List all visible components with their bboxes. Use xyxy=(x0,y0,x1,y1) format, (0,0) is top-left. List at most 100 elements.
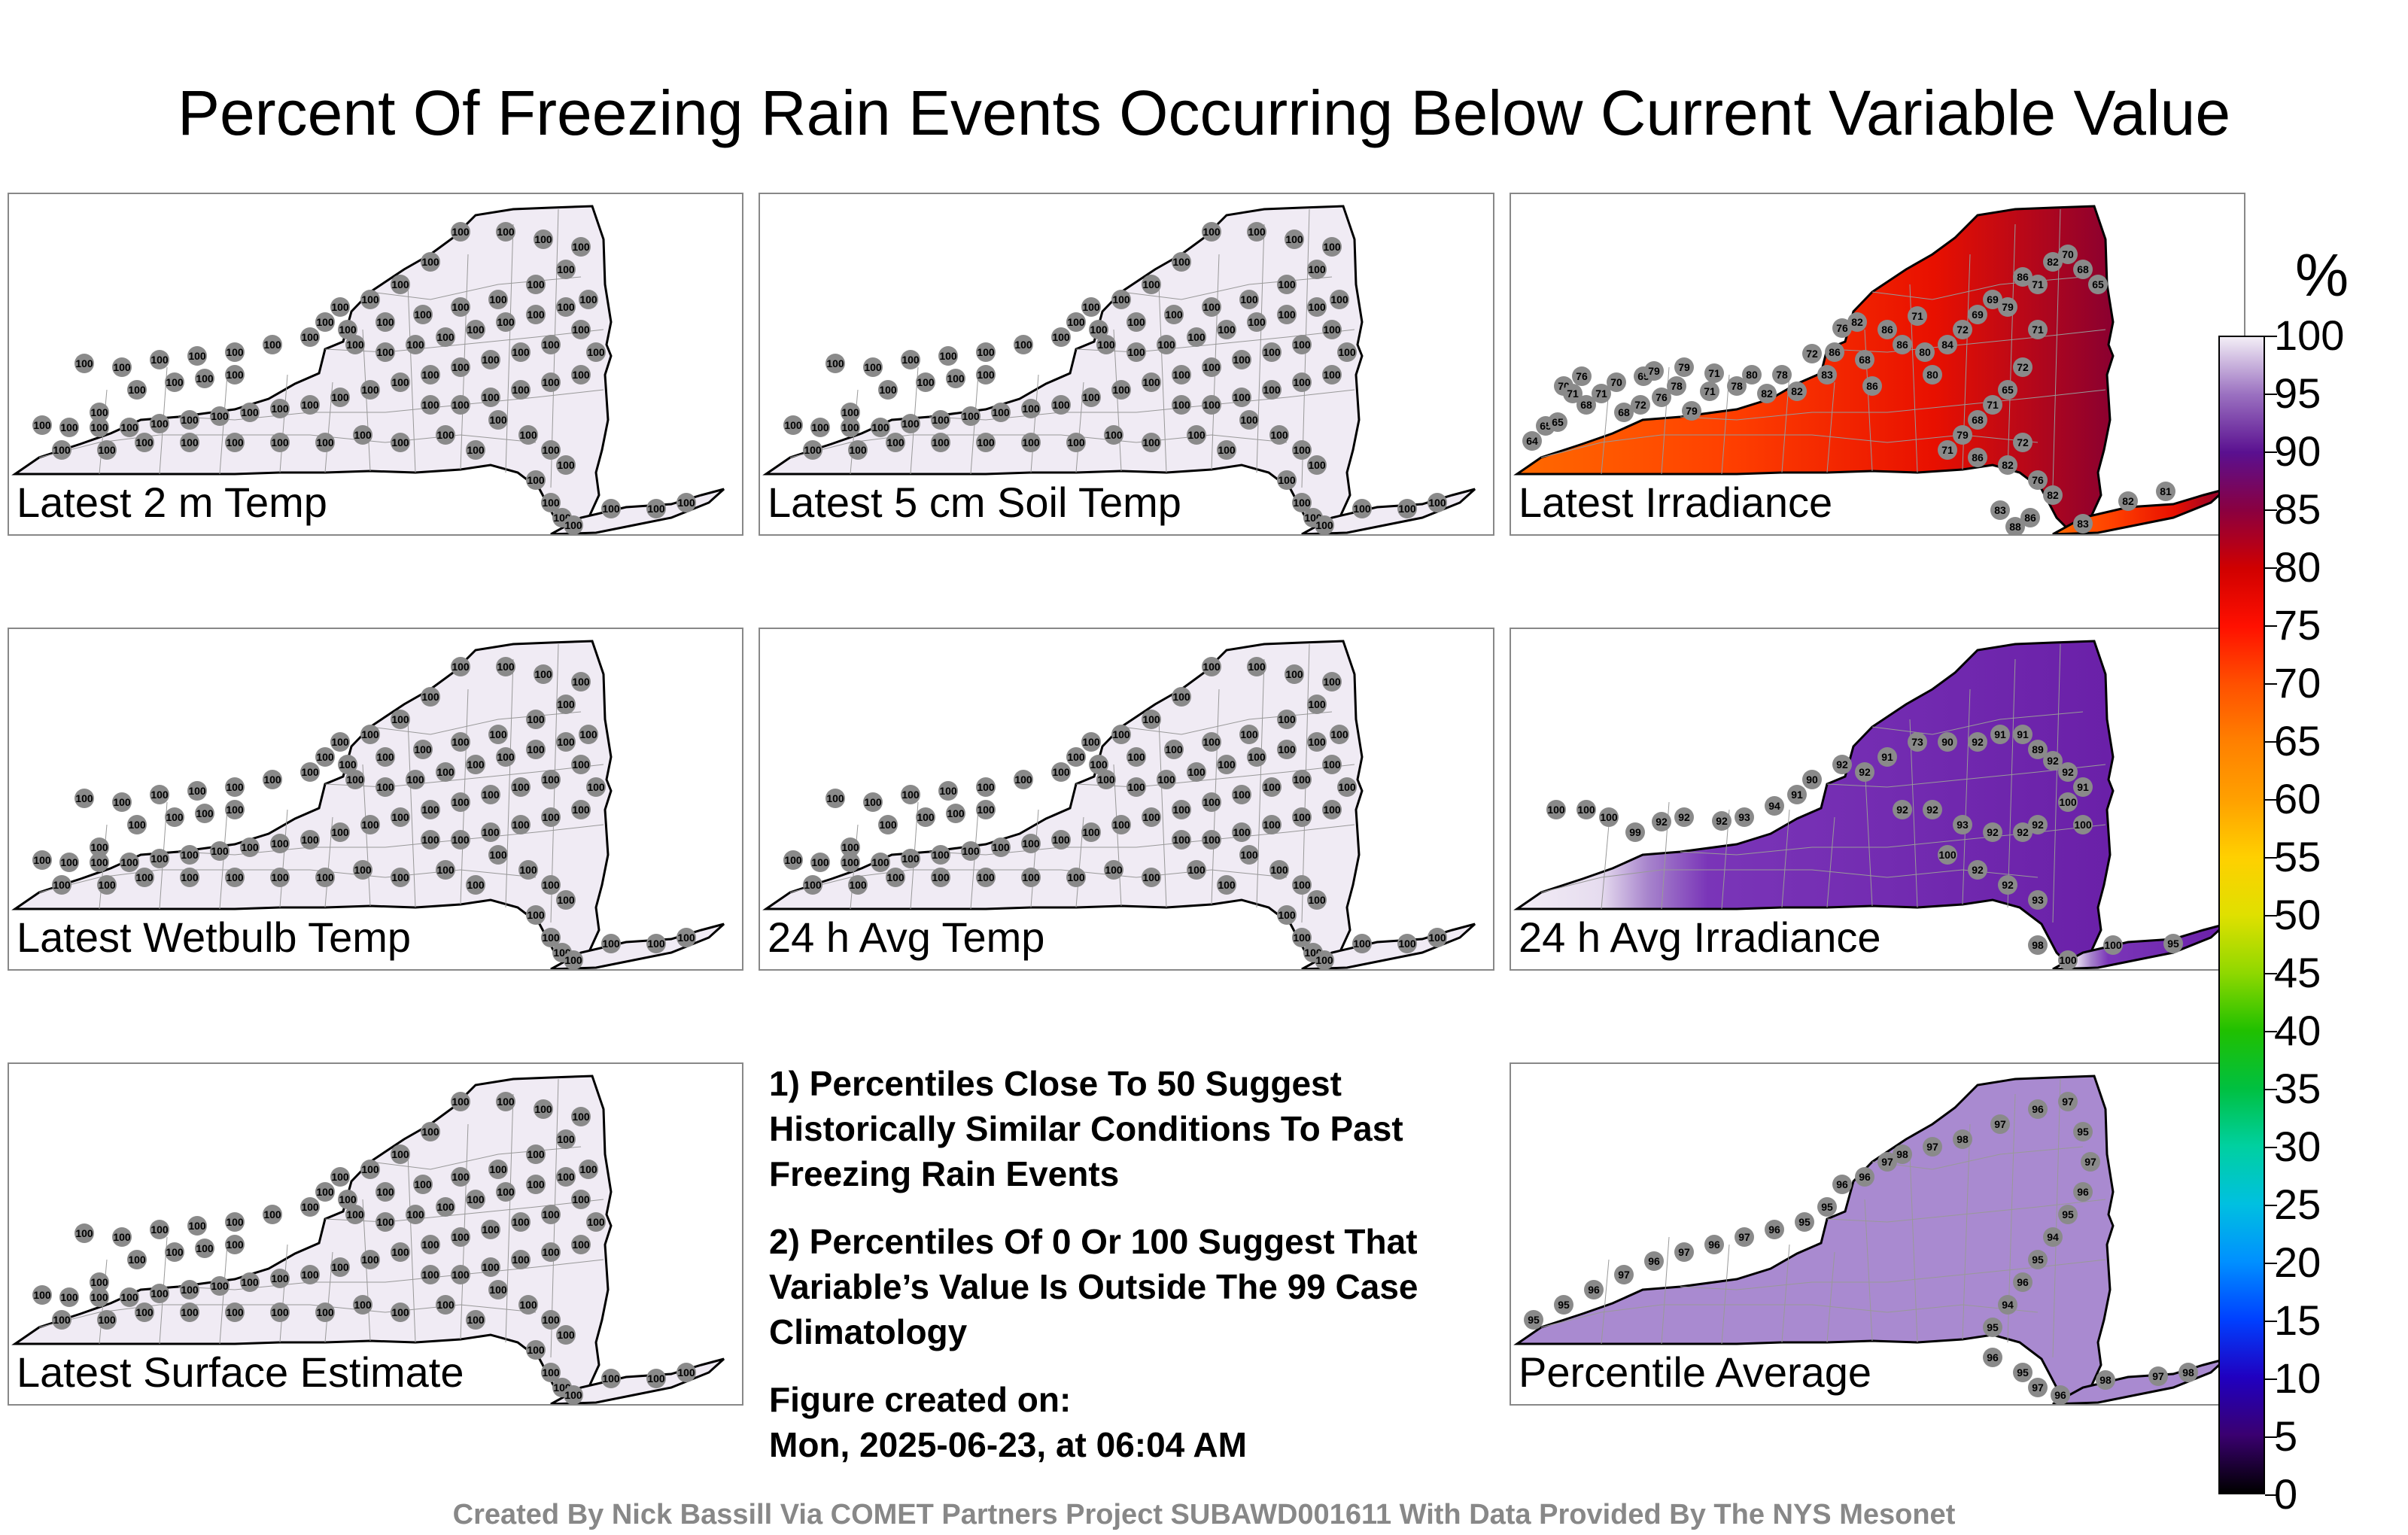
station-dot xyxy=(541,440,561,460)
station-value: 100 xyxy=(135,871,154,883)
station-dot xyxy=(534,664,553,684)
station-dot xyxy=(1983,822,2002,842)
station-dot xyxy=(541,807,561,827)
station-marker: 100 xyxy=(375,342,395,362)
station-marker: 100 xyxy=(1217,875,1236,895)
station-marker: 100 xyxy=(571,1107,591,1126)
station-marker: 100 xyxy=(1172,252,1191,272)
station-dot xyxy=(541,335,561,354)
station-marker: 71 xyxy=(1908,306,1927,326)
station-dot xyxy=(1172,395,1191,415)
station-dot xyxy=(120,1287,139,1307)
station-dot xyxy=(1893,335,1912,354)
station-value: 100 xyxy=(128,819,146,831)
station-value: 96 xyxy=(1859,1171,1871,1183)
county-boundary xyxy=(1113,764,1122,907)
colorbar-tick-mark xyxy=(2265,451,2277,453)
colorbar-tick-label: 35 xyxy=(2274,1065,2321,1112)
station-value: 91 xyxy=(2017,728,2029,740)
station-marker: 100 xyxy=(187,781,207,801)
station-marker: 100 xyxy=(886,868,905,887)
station-value: 100 xyxy=(98,444,116,456)
station-value: 100 xyxy=(677,1366,695,1378)
station-dot xyxy=(451,792,470,812)
station-value: 92 xyxy=(2017,826,2029,838)
station-marker: 78 xyxy=(1772,365,1792,385)
station-marker: 90 xyxy=(1938,732,1957,752)
station-dot xyxy=(187,781,207,801)
station-marker: 72 xyxy=(1802,344,1822,363)
colorbar-tick-mark xyxy=(2265,567,2277,569)
station-value: 100 xyxy=(451,736,470,748)
station-marker: 100 xyxy=(330,732,350,752)
station-marker: 100 xyxy=(1202,357,1221,377)
station-marker: 96 xyxy=(1855,1167,1874,1187)
station-value: 64 xyxy=(1526,435,1538,447)
station-marker: 100 xyxy=(1277,740,1297,759)
station-value: 100 xyxy=(572,804,590,816)
station-value: 91 xyxy=(2077,781,2089,793)
station-value: 100 xyxy=(271,1272,289,1284)
station-marker: 100 xyxy=(436,762,455,782)
station-dot xyxy=(1014,770,1033,789)
station-value: 100 xyxy=(512,1216,530,1228)
station-dot xyxy=(1644,1251,1664,1271)
station-dot xyxy=(579,290,598,309)
station-dot xyxy=(1915,342,1935,362)
station-dot xyxy=(886,433,905,452)
station-dot xyxy=(391,1144,410,1164)
station-marker: 100 xyxy=(1051,762,1071,782)
station-marker: 95 xyxy=(2163,934,2183,953)
station-marker: 100 xyxy=(1126,342,1146,362)
station-dot xyxy=(1938,732,1957,752)
station-value: 100 xyxy=(527,474,545,486)
station-dot xyxy=(2058,1205,2078,1224)
station-marker: 94 xyxy=(2043,1227,2063,1247)
station-value: 98 xyxy=(2182,1366,2194,1378)
station-marker: 71 xyxy=(1700,381,1719,401)
station-marker: 100 xyxy=(1330,725,1349,744)
station-value: 89 xyxy=(2032,743,2044,755)
station-value: 100 xyxy=(166,811,184,823)
county-boundary xyxy=(1601,824,1610,910)
station-marker: 91 xyxy=(1877,747,1897,767)
station-dot xyxy=(1247,222,1266,242)
station-marker: 100 xyxy=(451,395,470,415)
station-dot xyxy=(421,395,440,415)
station-dot xyxy=(2058,1092,2078,1111)
station-value: 82 xyxy=(2047,489,2059,501)
station-dot xyxy=(863,792,883,812)
station-dot xyxy=(871,853,890,872)
station-dot xyxy=(1142,807,1161,827)
station-marker: 97 xyxy=(2148,1366,2168,1386)
station-value: 100 xyxy=(226,1306,244,1318)
station-value: 100 xyxy=(534,1103,552,1115)
station-value: 71 xyxy=(1567,388,1579,400)
station-value: 96 xyxy=(2077,1186,2089,1198)
station-value: 100 xyxy=(316,436,334,448)
station-dot xyxy=(1968,732,1987,752)
station-value: 100 xyxy=(135,1306,154,1318)
station-value: 92 xyxy=(2032,819,2044,831)
station-marker: 86 xyxy=(1877,320,1897,339)
station-value: 100 xyxy=(901,418,920,430)
station-marker: 100 xyxy=(1187,425,1206,445)
station-marker: 100 xyxy=(375,777,395,797)
station-value: 100 xyxy=(1248,751,1266,763)
station-dot xyxy=(1089,755,1108,774)
station-value: 86 xyxy=(2017,271,2029,283)
station-value: 69 xyxy=(1972,309,1984,321)
station-marker: 100 xyxy=(74,1223,94,1243)
station-dot xyxy=(2013,433,2033,452)
station-value: 100 xyxy=(406,774,424,786)
station-marker: 100 xyxy=(315,747,335,767)
station-value: 100 xyxy=(1172,691,1190,703)
station-dot xyxy=(1893,1144,1912,1164)
station-dot xyxy=(413,740,433,759)
colorbar-tick-label: 90 xyxy=(2274,427,2321,475)
station-dot xyxy=(571,1107,591,1126)
station-marker: 68 xyxy=(1855,350,1874,369)
county-boundary xyxy=(279,374,288,473)
station-dot xyxy=(74,789,94,808)
station-value: 100 xyxy=(53,879,71,891)
